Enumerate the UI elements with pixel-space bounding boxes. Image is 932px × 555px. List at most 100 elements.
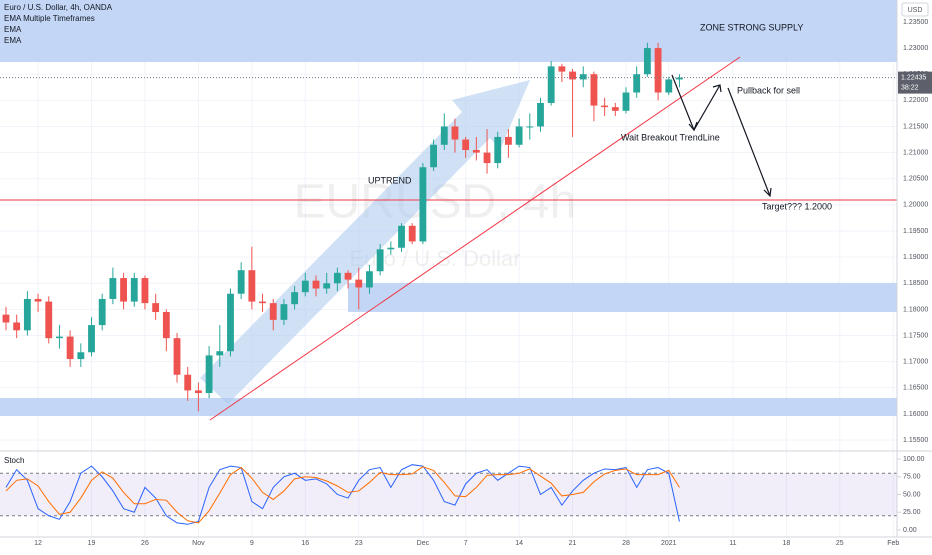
candle-body (643, 48, 651, 75)
x-tick-label: 28 (622, 540, 630, 547)
y-tick-label: 1.22000 (903, 97, 928, 104)
drawings-under: EURUSD, 4h Euro / U.S. Dollar (0, 0, 897, 416)
annotation: Target??? 1.2000 (762, 201, 832, 211)
candle-body (494, 136, 502, 164)
candle-body (248, 270, 256, 302)
x-tick-label: 25 (836, 540, 844, 547)
candle-body (515, 126, 523, 145)
candle-body (301, 280, 309, 293)
candle-body (430, 144, 438, 168)
currency: USD (908, 7, 923, 14)
candle-body (45, 301, 53, 339)
stoch-title: Stoch (4, 456, 24, 465)
candle-body (23, 298, 31, 331)
y-tick-label: 0.00 (903, 527, 917, 534)
x-tick-label: 7 (464, 540, 468, 547)
supply-zone (0, 0, 897, 62)
candle-body (622, 92, 630, 111)
y-tick-label: 1.21000 (903, 149, 928, 156)
candle-body (120, 278, 127, 302)
y-tick-label: 1.17000 (903, 359, 928, 366)
x-tick-label: 12 (34, 540, 42, 547)
candle-body (462, 139, 470, 150)
x-tick-label: 2021 (661, 540, 677, 547)
last-price-label: 1.22435 (901, 74, 926, 81)
y-tick-label: 1.17500 (903, 332, 928, 339)
y-tick-label: 50.00 (903, 491, 921, 498)
candle-body (558, 66, 566, 72)
annotation: ZONE STRONG SUPPLY (700, 22, 803, 32)
candle-body (483, 152, 491, 164)
candle-body (408, 225, 416, 242)
candle-body (504, 136, 512, 145)
currency-badge[interactable] (901, 2, 929, 17)
candle-body (633, 74, 641, 93)
candle-body (611, 107, 619, 111)
candle-body (205, 355, 213, 394)
x-tick-label: 16 (301, 540, 309, 547)
candle-body (88, 325, 95, 353)
demand-zone (348, 283, 897, 312)
candle-body (333, 272, 341, 284)
candle-body (451, 126, 459, 140)
x-tick-label: Feb (887, 540, 899, 547)
y-tick-label: 1.23500 (903, 19, 928, 26)
candle-body (130, 278, 138, 302)
y-tick-label: 1.16500 (903, 385, 928, 392)
candle-body (184, 374, 192, 391)
candle-body (366, 271, 373, 288)
x-tick-label: 14 (515, 540, 523, 547)
candle-body (590, 74, 598, 106)
stoch-line (5, 466, 680, 524)
candle-body (419, 167, 427, 242)
plot (0, 42, 897, 525)
annotation: Wait Breakout TrendLine (621, 132, 720, 142)
trend-arrow (200, 80, 530, 404)
axes: 1.15500 1.16000 1.16500 1.17000 1.17500 1.180… (34, 19, 932, 547)
demand-zone (0, 398, 897, 416)
stoch-band (0, 473, 897, 516)
candle-body (216, 351, 224, 356)
stoch-line (5, 464, 680, 525)
candle-body (579, 74, 587, 80)
x-tick-label: 9 (250, 540, 254, 547)
arrow (727, 87, 771, 197)
candle-body (291, 292, 299, 305)
y-tick-label: 1.18500 (903, 280, 928, 287)
candle-body (323, 283, 331, 289)
candle-body (665, 79, 673, 93)
y-tick-label: 1.23000 (903, 45, 928, 52)
candle-body (173, 338, 181, 375)
candle-body (2, 314, 10, 323)
y-tick-label: 1.20000 (903, 202, 928, 209)
candle-body (259, 301, 266, 304)
candle-body (312, 280, 320, 289)
y-tick-label: 75.00 (903, 474, 921, 481)
chart-title: Euro / U.S. Dollar, 4h, OANDA (4, 3, 113, 12)
grid (0, 0, 901, 537)
candle-body (269, 303, 277, 320)
x-tick-label: 26 (141, 540, 149, 547)
y-tick-label: 1.18000 (903, 306, 928, 313)
candle-body (109, 278, 117, 299)
candle-body (98, 298, 106, 326)
candle-body (526, 126, 534, 128)
y-tick-label: 1.19000 (903, 254, 928, 261)
candle-body (344, 272, 352, 280)
y-tick-label: 1.19500 (903, 228, 928, 235)
candle-body (472, 150, 480, 153)
candle-body (162, 312, 170, 339)
candle-body (537, 102, 544, 127)
candle-body (13, 322, 21, 331)
y-tick-label: 1.15500 (903, 437, 928, 444)
arrow-head (763, 187, 772, 198)
annotation: Pullback for sell (737, 85, 800, 95)
candle-body (676, 77, 683, 80)
x-tick-label: 18 (782, 540, 790, 547)
indicator-label: EMA Multiple Timeframes (4, 14, 95, 23)
candle-body (387, 247, 395, 250)
candle-body (601, 105, 609, 108)
candle-body (569, 71, 576, 80)
arrow-head (688, 121, 698, 132)
